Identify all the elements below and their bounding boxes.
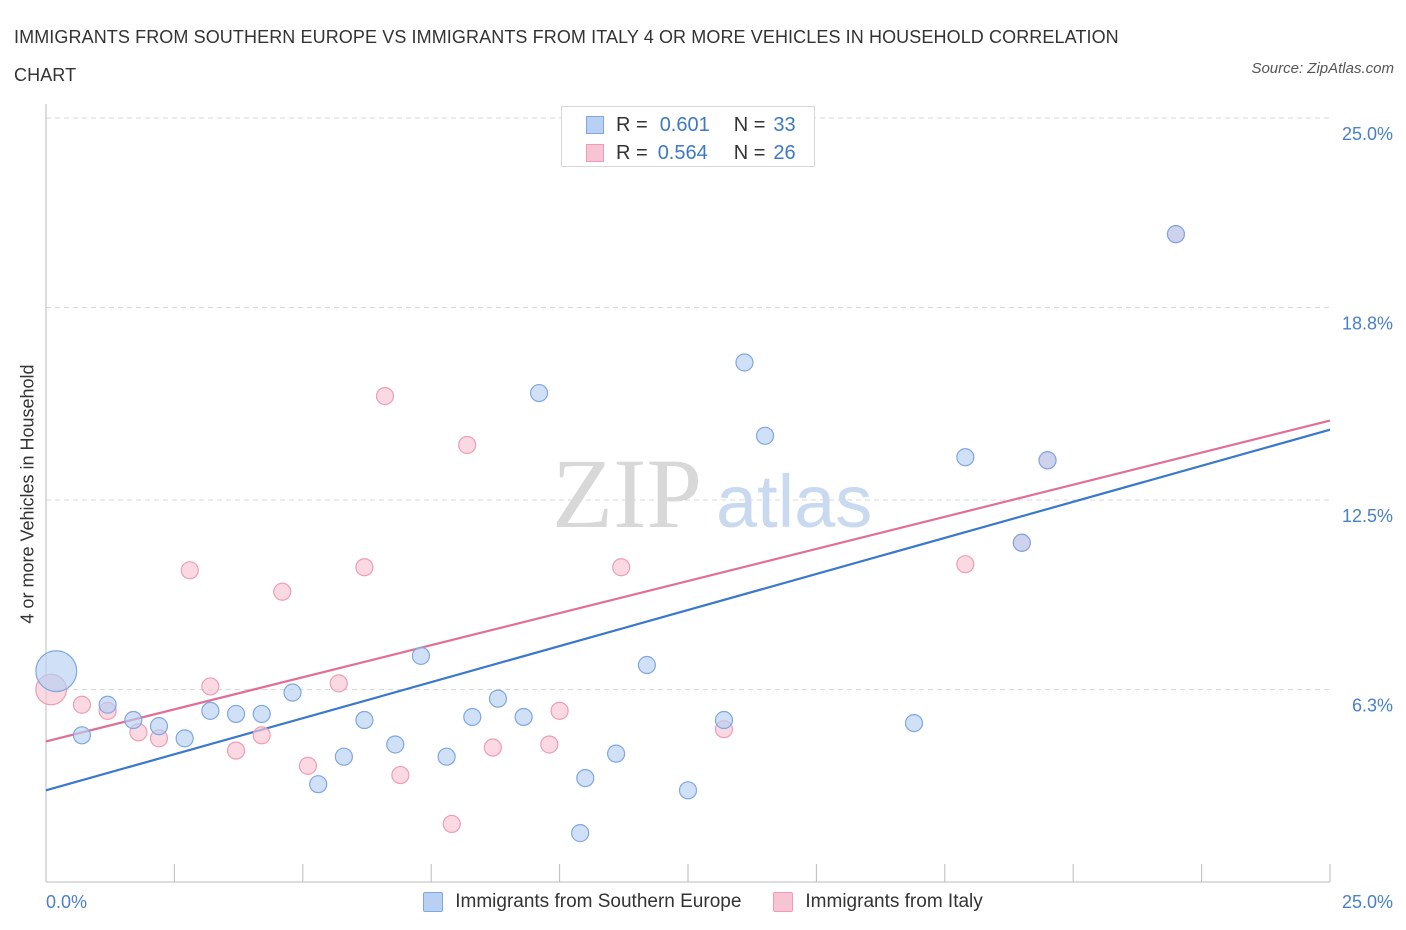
data-point-italy bbox=[483, 738, 502, 757]
stats-legend-row-southern-europe: R = 0.601 N = 33 bbox=[586, 113, 796, 137]
y-tick-label: 6.3% bbox=[1352, 695, 1393, 715]
data-point-southern-europe bbox=[463, 707, 482, 727]
data-point-southern-europe bbox=[411, 646, 431, 665]
data-point-southern-europe bbox=[252, 704, 271, 724]
watermark: ZIP atlas bbox=[552, 438, 872, 549]
data-point-southern-europe bbox=[755, 426, 775, 445]
legend-n-label: N = bbox=[733, 113, 766, 136]
data-point-italy bbox=[72, 695, 92, 714]
trend-line-italy bbox=[45, 419, 1331, 743]
data-point-southern-europe bbox=[437, 747, 456, 766]
data-point-southern-europe bbox=[1166, 225, 1186, 244]
series-swatch-pink bbox=[773, 892, 794, 912]
data-point-southern-europe bbox=[124, 710, 143, 730]
data-point-italy bbox=[391, 765, 410, 785]
data-point-italy bbox=[201, 677, 220, 696]
watermark-zip: ZIP bbox=[552, 438, 702, 549]
legend-r-label: R = bbox=[616, 141, 648, 164]
data-point-southern-europe bbox=[488, 689, 508, 708]
legend-r-value: 0.601 bbox=[659, 113, 710, 136]
data-point-southern-europe bbox=[956, 448, 975, 467]
data-point-italy bbox=[180, 561, 199, 580]
x-tick-label: 0.0% bbox=[46, 892, 87, 912]
data-point-southern-europe bbox=[714, 710, 734, 730]
data-point-italy bbox=[375, 386, 395, 406]
data-point-southern-europe bbox=[35, 650, 78, 693]
tick-label-layer: 6.3% 12.5% 18.8% 25.0% 0.0% 25.0% bbox=[46, 124, 1393, 912]
legend-swatch-blue bbox=[586, 116, 604, 134]
y-tick-label: 18.8% bbox=[1342, 313, 1393, 333]
data-point-southern-europe bbox=[1038, 451, 1057, 470]
data-point-southern-europe bbox=[334, 747, 353, 766]
data-point-italy bbox=[550, 701, 569, 720]
stats-legend-row-italy: R = 0.564 N = 26 bbox=[586, 141, 796, 165]
data-point-southern-europe bbox=[201, 701, 220, 720]
data-point-southern-europe bbox=[72, 726, 92, 745]
data-point-italy bbox=[226, 741, 246, 760]
data-point-southern-europe bbox=[98, 695, 117, 714]
x-tick-label: 25.0% bbox=[1342, 892, 1393, 912]
data-point-southern-europe bbox=[735, 353, 754, 372]
data-point-italy bbox=[298, 756, 318, 775]
series-legend: Immigrants from Southern Europe Immigran… bbox=[0, 889, 1406, 915]
series-swatch-blue bbox=[423, 892, 444, 912]
chart-source: Source: ZipAtlas.com bbox=[1251, 60, 1394, 77]
data-point-italy bbox=[540, 735, 559, 754]
data-point-southern-europe bbox=[226, 704, 246, 724]
legend-swatch-pink bbox=[586, 144, 604, 162]
data-point-southern-europe bbox=[149, 717, 169, 736]
data-point-italy bbox=[956, 555, 975, 574]
data-point-italy bbox=[612, 558, 631, 577]
chart-title: IMMIGRANTS FROM SOUTHERN EUROPE VS IMMIG… bbox=[14, 27, 1119, 85]
data-point-southern-europe bbox=[309, 775, 328, 794]
legend-n-label: N = bbox=[733, 141, 766, 164]
data-point-italy bbox=[273, 582, 292, 601]
data-point-italy bbox=[458, 435, 477, 455]
data-point-southern-europe bbox=[1012, 533, 1031, 552]
data-point-southern-europe bbox=[637, 655, 657, 675]
series-legend-label: Immigrants from Southern Europe bbox=[455, 891, 742, 912]
series-legend-label: Immigrants from Italy bbox=[805, 891, 983, 912]
series-legend-item-italy: Immigrants from Italy bbox=[773, 891, 983, 913]
data-point-southern-europe bbox=[904, 713, 924, 733]
series-legend-item-southern-europe: Immigrants from Southern Europe bbox=[423, 891, 741, 913]
stats-legend: R = 0.601 N = 33 R = 0.564 N = 26 bbox=[561, 106, 815, 167]
watermark-atlas: atlas bbox=[716, 460, 872, 543]
legend-n-value: 33 bbox=[773, 113, 796, 136]
points-layer bbox=[35, 225, 1186, 843]
legend-r-label: R = bbox=[616, 113, 648, 136]
data-point-southern-europe bbox=[576, 768, 595, 788]
data-point-southern-europe bbox=[355, 710, 374, 730]
grid-layer bbox=[46, 117, 1330, 690]
y-tick-label: 12.5% bbox=[1342, 506, 1393, 526]
data-point-southern-europe bbox=[678, 781, 698, 800]
data-point-southern-europe bbox=[386, 735, 405, 754]
data-point-southern-europe bbox=[606, 744, 626, 763]
data-point-italy bbox=[442, 814, 461, 834]
legend-n-value: 26 bbox=[773, 141, 796, 164]
data-point-southern-europe bbox=[283, 683, 302, 702]
data-point-italy bbox=[355, 558, 374, 577]
axis-layer bbox=[45, 104, 1331, 883]
data-point-southern-europe bbox=[175, 729, 194, 748]
legend-r-value: 0.564 bbox=[657, 141, 708, 164]
y-tick-label: 25.0% bbox=[1342, 124, 1393, 144]
data-point-southern-europe bbox=[514, 707, 533, 727]
data-point-italy bbox=[329, 674, 348, 693]
data-point-southern-europe bbox=[571, 824, 590, 843]
data-point-italy bbox=[252, 726, 271, 745]
data-point-southern-europe bbox=[529, 383, 549, 403]
